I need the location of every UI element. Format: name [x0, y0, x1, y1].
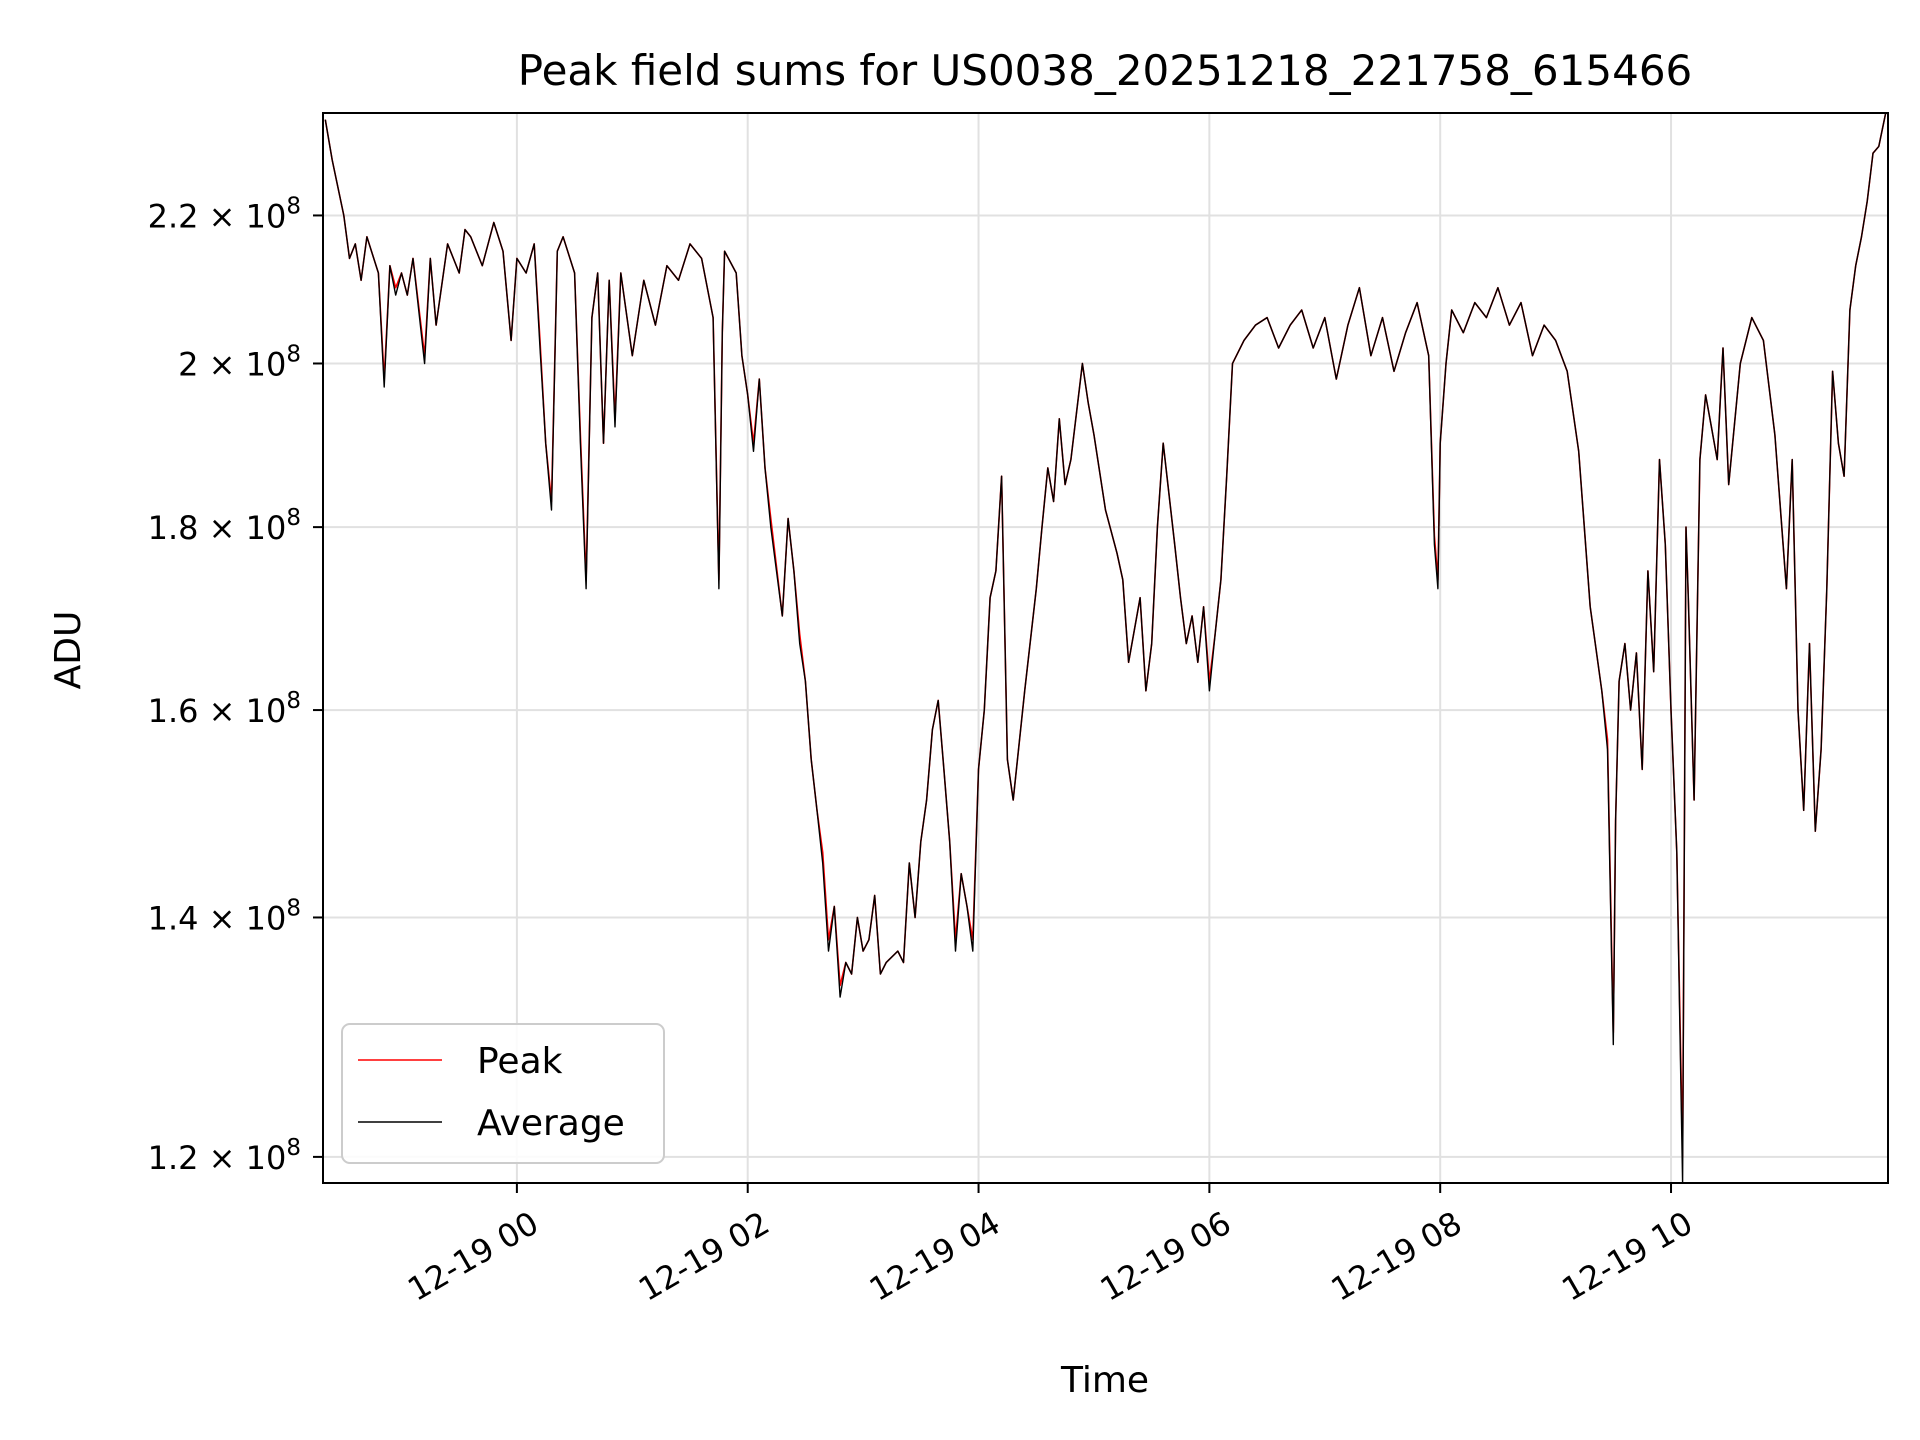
y-axis-ticks: 1.2 × 108 1.4 × 108 1.6 × 108 1.8 × 108 2 × … [148, 193, 323, 1177]
y-tick-label: 2 × 108 [178, 341, 301, 383]
legend-box [341, 1023, 665, 1164]
y-tick-label: 1.6 × 108 [148, 688, 301, 730]
data-series [324, 113, 1887, 1183]
x-axis-label: Time [1060, 1360, 1149, 1401]
grid-lines [323, 113, 1888, 1183]
series-line-average [324, 113, 1887, 1183]
y-tick-label: 2.2 × 108 [148, 193, 301, 235]
y-axis-label: ADU [48, 611, 89, 690]
y-tick-label: 1.4 × 108 [148, 895, 301, 937]
y-tick-label: 1.8 × 108 [148, 505, 301, 547]
legend-peak-label: Peak [477, 1041, 563, 1082]
y-tick-label: 1.2 × 108 [148, 1135, 301, 1177]
legend: Peak Average [341, 1023, 665, 1164]
chart-title: Peak field sums for US0038_20251218_2217… [518, 46, 1693, 95]
plot-area-frame [322, 112, 1889, 1184]
legend-average-label: Average [477, 1103, 625, 1144]
